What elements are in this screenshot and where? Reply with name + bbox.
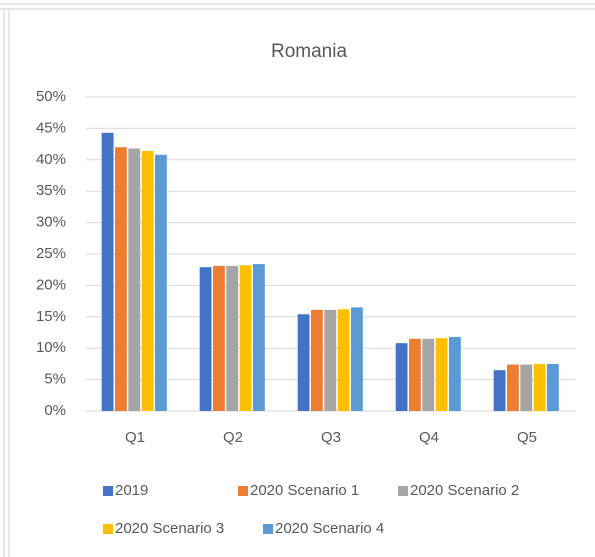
bar — [324, 309, 337, 411]
legend-swatch — [263, 524, 273, 534]
bar — [239, 265, 252, 411]
y-tick-label: 5% — [44, 371, 66, 388]
bar — [533, 363, 546, 411]
legend-label: 2020 Scenario 1 — [250, 482, 359, 499]
bar — [507, 364, 519, 411]
legend-swatch — [103, 486, 113, 496]
bar — [448, 336, 461, 411]
bar — [141, 151, 154, 411]
y-tick-label: 35% — [36, 182, 66, 199]
x-tick-label: Q2 — [223, 429, 243, 446]
y-tick-label: 20% — [36, 276, 66, 293]
bar — [252, 264, 265, 411]
legend-swatch — [238, 486, 248, 496]
bar — [213, 265, 225, 411]
bar — [226, 265, 239, 411]
y-tick-label: 45% — [36, 119, 66, 136]
x-tick-label: Q1 — [125, 429, 145, 446]
bar — [154, 154, 167, 411]
legend-swatch — [103, 524, 113, 534]
legend-label: 2020 Scenario 2 — [410, 482, 519, 499]
chart-title: Romania — [271, 41, 347, 62]
legend-swatch — [398, 486, 408, 496]
bar — [297, 314, 310, 411]
x-tick-label: Q4 — [419, 429, 439, 446]
y-tick-label: 0% — [44, 402, 66, 419]
legend-label: 2019 — [115, 482, 148, 499]
bar — [435, 338, 448, 411]
legend-label: 2020 Scenario 4 — [275, 520, 384, 537]
bar — [409, 338, 421, 411]
bar — [546, 363, 559, 411]
legend-label: 2020 Scenario 3 — [115, 520, 224, 537]
y-tick-label: 25% — [36, 245, 66, 262]
y-tick-label: 40% — [36, 151, 66, 168]
bar — [493, 370, 506, 411]
y-tick-label: 15% — [36, 308, 66, 325]
bar — [101, 132, 114, 411]
bar — [350, 307, 363, 411]
bar — [520, 364, 533, 411]
y-tick-label: 10% — [36, 339, 66, 356]
x-tick-label: Q3 — [321, 429, 341, 446]
bar — [128, 148, 141, 411]
bar — [337, 309, 350, 411]
x-tick-label: Q5 — [517, 429, 537, 446]
y-tick-label: 50% — [36, 88, 66, 105]
bar — [199, 267, 212, 411]
bar — [115, 147, 127, 412]
bar — [395, 343, 408, 411]
bar — [311, 309, 323, 411]
bar — [422, 338, 435, 411]
y-tick-label: 30% — [36, 214, 66, 231]
